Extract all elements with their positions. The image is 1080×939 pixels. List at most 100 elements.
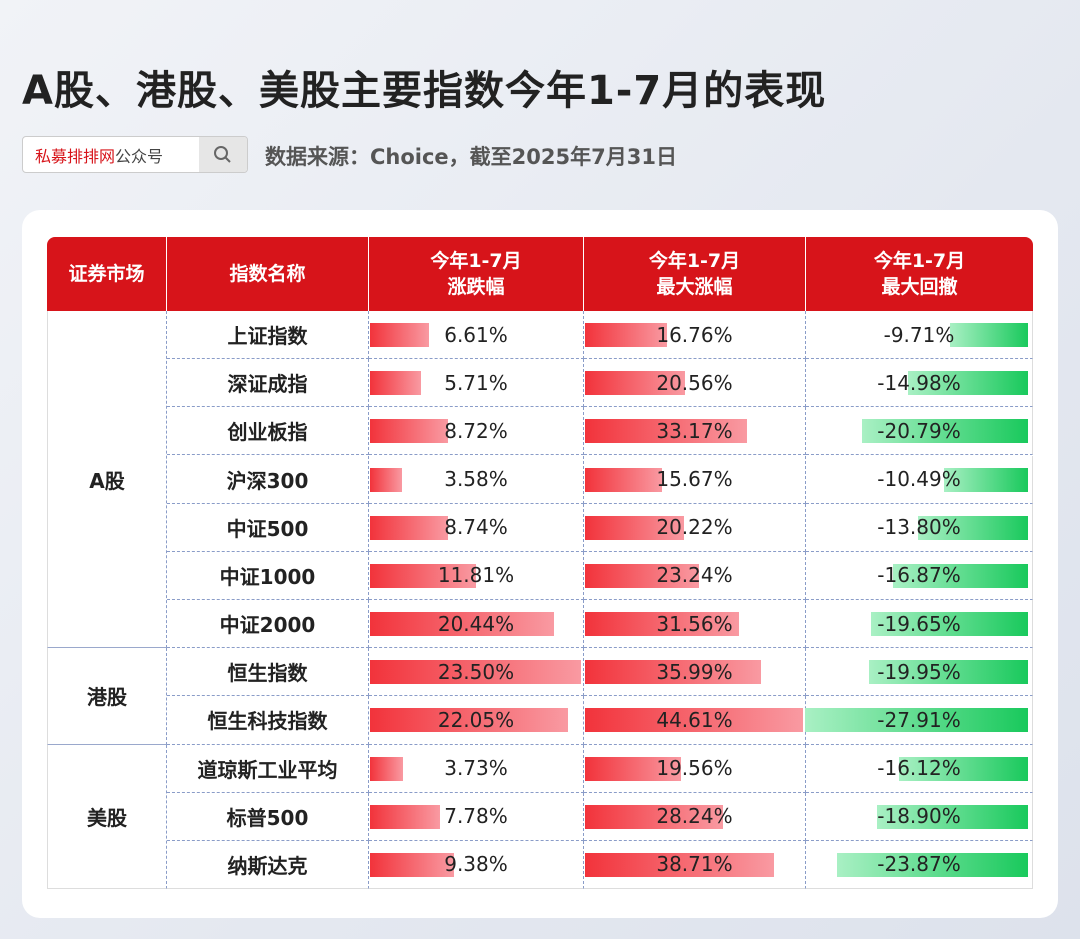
value-label: -16.12% bbox=[877, 756, 961, 781]
value-bar bbox=[917, 515, 1028, 540]
index-name: 沪深300 bbox=[167, 455, 369, 504]
value-cell: -19.95% bbox=[806, 648, 1033, 697]
index-name: 深证成指 bbox=[167, 359, 369, 408]
value-label: 19.56% bbox=[656, 756, 733, 781]
source: 数据来源：Choice，截至2025年7月31日 bbox=[265, 145, 677, 169]
search-button[interactable] bbox=[199, 137, 247, 172]
value-cell: 3.73% bbox=[369, 744, 584, 793]
value-label: 20.56% bbox=[656, 370, 733, 395]
value-cell: -19.65% bbox=[806, 600, 1033, 649]
value-bar bbox=[370, 708, 568, 733]
value-bar bbox=[585, 852, 775, 877]
value-bar bbox=[585, 612, 740, 637]
value-cell: 15.67% bbox=[584, 455, 806, 504]
value-cell: 20.44% bbox=[369, 600, 584, 649]
value-bar bbox=[370, 563, 477, 588]
search-box[interactable]: 私募排排网公众号 bbox=[22, 136, 248, 173]
header-line: 证券市场 bbox=[68, 263, 145, 285]
value-bar bbox=[585, 708, 803, 733]
value-cell: 7.78% bbox=[369, 792, 584, 841]
value-label: -13.80% bbox=[877, 515, 961, 540]
value-cell: -18.90% bbox=[806, 792, 1033, 841]
value-label: 44.61% bbox=[656, 707, 733, 732]
value-bar bbox=[899, 756, 1028, 781]
value-cell: -16.12% bbox=[806, 744, 1033, 793]
value-bar bbox=[370, 323, 430, 348]
value-cell: 16.76% bbox=[584, 311, 806, 360]
value-bar bbox=[585, 371, 686, 396]
value-label: 28.24% bbox=[656, 804, 733, 829]
header-line: 今年1-7月 bbox=[648, 250, 741, 272]
value-label: -9.71% bbox=[883, 322, 955, 347]
value-bar bbox=[370, 612, 554, 637]
value-cell: 5.71% bbox=[369, 359, 584, 408]
market-cell: 港股 bbox=[47, 648, 167, 745]
column-header: 证券市场 bbox=[47, 237, 167, 311]
value-label: 8.72% bbox=[444, 418, 508, 443]
value-label: -16.87% bbox=[877, 563, 961, 588]
value-cell: 6.61% bbox=[369, 311, 584, 360]
value-bar bbox=[871, 612, 1028, 637]
value-cell: 23.24% bbox=[584, 551, 806, 600]
value-cell: 9.38% bbox=[369, 840, 584, 890]
value-cell: 20.56% bbox=[584, 359, 806, 408]
value-label: 7.78% bbox=[444, 804, 508, 829]
value-cell: -27.91% bbox=[805, 696, 1033, 745]
value-label: 38.71% bbox=[656, 852, 733, 877]
column-header: 今年1-7月 涨跌幅 bbox=[369, 237, 584, 311]
value-cell: 33.17% bbox=[584, 407, 806, 456]
value-bar bbox=[861, 419, 1028, 444]
value-label: -20.79% bbox=[877, 418, 961, 443]
index-name: 中证500 bbox=[167, 503, 369, 552]
value-label: -23.87% bbox=[877, 852, 961, 877]
value-label: 22.05% bbox=[437, 707, 515, 732]
header-line: 涨跌幅 bbox=[447, 276, 505, 298]
value-bar bbox=[585, 419, 748, 444]
value-bar bbox=[585, 323, 667, 348]
value-label: 23.24% bbox=[656, 563, 733, 588]
index-name: 中证2000 bbox=[167, 600, 369, 649]
value-cell: -10.49% bbox=[806, 455, 1033, 504]
value-bar bbox=[837, 852, 1028, 877]
title: A股、港股、美股主要指数今年1-7月的表现 bbox=[22, 68, 827, 114]
value-bar bbox=[585, 515, 684, 540]
column-header: 今年1-7月 最大涨幅 bbox=[584, 237, 806, 311]
column-header: 指数名称 bbox=[167, 237, 369, 311]
value-cell: 22.05% bbox=[369, 696, 584, 745]
value-cell: -20.79% bbox=[806, 407, 1033, 456]
card bbox=[22, 210, 1058, 918]
value-label: 15.67% bbox=[656, 467, 733, 492]
market-cell: 美股 bbox=[47, 744, 167, 890]
search-label: 私募排排网公众号 bbox=[35, 143, 163, 167]
index-name: 上证指数 bbox=[167, 311, 369, 360]
index-name: 创业板指 bbox=[167, 407, 369, 456]
suffix: 公众号 bbox=[115, 147, 164, 166]
value-bar bbox=[950, 323, 1028, 348]
value-bar bbox=[805, 708, 1028, 733]
value-cell: 28.24% bbox=[584, 792, 806, 841]
value-cell: -16.87% bbox=[806, 551, 1033, 600]
value-cell: -13.80% bbox=[806, 503, 1033, 552]
value-label: -19.65% bbox=[877, 611, 961, 636]
value-cell: 23.50% bbox=[369, 648, 584, 697]
value-label: 3.58% bbox=[444, 467, 508, 492]
header-line: 今年1-7月 bbox=[873, 250, 966, 272]
value-bar bbox=[585, 804, 723, 829]
value-label: 35.99% bbox=[656, 659, 733, 684]
header-line: 最大涨幅 bbox=[656, 276, 733, 298]
value-label: -10.49% bbox=[877, 467, 961, 492]
value-label: 9.38% bbox=[444, 852, 508, 877]
value-label: -14.98% bbox=[877, 370, 961, 395]
value-label: 16.76% bbox=[656, 322, 733, 347]
index-name: 恒生指数 bbox=[167, 648, 369, 697]
value-label: 20.44% bbox=[437, 611, 515, 636]
index-name: 标普500 bbox=[167, 792, 369, 841]
value-bar bbox=[585, 660, 761, 685]
index-name: 恒生科技指数 bbox=[167, 696, 369, 745]
brand: 私募排排网 bbox=[35, 147, 116, 166]
value-label: -18.90% bbox=[877, 804, 961, 829]
value-label: 11.81% bbox=[437, 563, 515, 588]
value-cell: 31.56% bbox=[584, 600, 806, 649]
value-bar bbox=[370, 515, 449, 540]
